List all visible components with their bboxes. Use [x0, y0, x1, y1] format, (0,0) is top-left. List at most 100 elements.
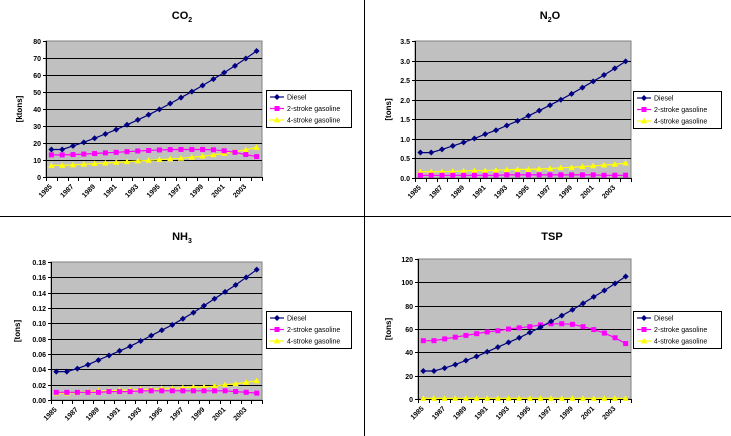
data-point	[95, 389, 101, 395]
data-point	[85, 389, 91, 395]
data-point	[178, 94, 184, 101]
y-tick-label: 20	[33, 141, 41, 148]
data-point	[590, 162, 597, 169]
data-point	[558, 395, 565, 401]
legend-marker	[274, 106, 280, 111]
data-point	[210, 76, 217, 83]
data-point	[503, 122, 510, 129]
series-diesel	[417, 58, 629, 156]
legend-label: Diesel	[654, 316, 674, 323]
data-point	[201, 388, 207, 394]
data-point	[622, 273, 629, 280]
x-tick-label: 1997	[167, 183, 183, 199]
y-tick-label: 0.06	[32, 352, 46, 359]
series-4-stroke-gasoline	[420, 395, 629, 401]
x-tick-label: 1985	[410, 405, 426, 421]
series-2-stroke-gasoline	[53, 388, 260, 396]
data-point	[222, 388, 228, 394]
legend-label: 2-stroke gasoline	[654, 107, 707, 114]
data-point	[81, 151, 87, 157]
data-point	[70, 152, 76, 158]
x-tick-label: 1993	[127, 406, 143, 422]
data-point	[188, 88, 195, 95]
x-tick-label: 1991	[106, 406, 122, 422]
data-point	[102, 130, 109, 137]
data-point	[178, 146, 184, 152]
data-point	[536, 107, 543, 114]
legend-item: 2-stroke gasoline	[637, 107, 707, 114]
data-point	[515, 172, 521, 178]
data-point	[232, 149, 238, 155]
x-tick-label: 1985	[43, 406, 59, 422]
legend-marker	[273, 116, 281, 123]
series-2-stroke-gasoline	[420, 321, 629, 347]
y-axis-label: [tons]	[384, 98, 393, 121]
data-point	[601, 287, 608, 294]
data-point	[116, 347, 123, 354]
data-point	[113, 126, 120, 133]
data-point	[460, 167, 467, 174]
data-point	[102, 159, 109, 166]
legend-item: 4-stroke gasoline	[270, 337, 340, 346]
x-tick-label: 2003	[601, 184, 617, 200]
data-point	[569, 172, 575, 178]
data-point	[612, 172, 618, 178]
data-point	[242, 379, 250, 385]
data-point	[452, 334, 458, 340]
chart-title: TSP	[541, 231, 562, 243]
data-point	[623, 341, 629, 347]
legend-marker	[274, 315, 280, 321]
data-point	[452, 395, 459, 401]
legend-marker	[641, 95, 647, 101]
data-point	[211, 295, 218, 302]
legend-marker	[273, 337, 281, 344]
data-point	[495, 328, 501, 334]
data-point	[232, 282, 239, 288]
legend-marker	[640, 337, 648, 344]
y-tick-label: 80	[405, 304, 413, 311]
data-point	[450, 172, 456, 178]
data-point	[138, 388, 144, 394]
data-point	[537, 395, 544, 401]
data-point	[527, 324, 533, 330]
data-point	[612, 280, 619, 287]
data-point	[514, 166, 521, 172]
x-tick-label: 1997	[536, 184, 552, 200]
data-point	[123, 158, 131, 165]
data-point	[64, 389, 70, 395]
data-point	[506, 326, 512, 332]
data-point	[580, 324, 586, 330]
data-point	[439, 146, 445, 153]
data-point	[48, 146, 55, 153]
legend-label: Diesel	[287, 316, 307, 323]
x-tick-label: 1989	[85, 406, 101, 422]
data-point	[612, 335, 618, 341]
data-point	[417, 149, 424, 156]
data-point	[601, 172, 607, 178]
y-tick-label: 0.04	[32, 367, 46, 374]
data-point	[156, 156, 163, 163]
data-point	[580, 300, 587, 307]
y-tick-label: 0.18	[32, 260, 46, 267]
legend-item: 4-stroke gasoline	[637, 337, 707, 346]
data-point	[145, 157, 152, 163]
y-tick-label: 0.5	[400, 156, 410, 163]
legend-item: 4-stroke gasoline	[270, 116, 340, 125]
data-point	[190, 383, 197, 390]
y-tick-label: 60	[33, 73, 41, 80]
x-tick-label: 2001	[212, 406, 228, 422]
data-point	[145, 111, 152, 118]
data-point	[48, 162, 55, 168]
data-point	[113, 159, 120, 165]
data-point	[91, 160, 98, 166]
y-tick-label: 120	[401, 257, 413, 264]
y-tick-label: 2.5	[400, 78, 410, 85]
legend-marker	[641, 107, 647, 112]
data-point	[525, 166, 532, 172]
data-point	[441, 365, 448, 372]
data-point	[243, 152, 249, 158]
y-tick-label: 0	[37, 175, 41, 182]
x-tick-label: 1987	[431, 405, 447, 421]
data-point	[525, 112, 532, 119]
